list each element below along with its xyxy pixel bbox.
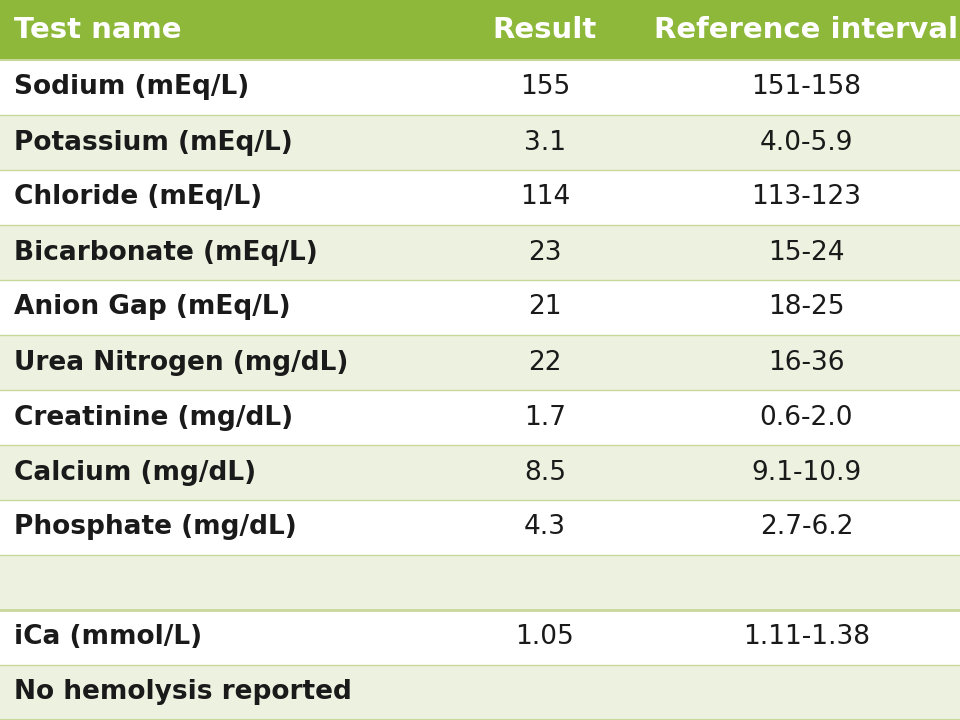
Bar [653, 170, 960, 225]
Bar [653, 335, 960, 390]
Text: 151-158: 151-158 [752, 74, 861, 101]
Text: 114: 114 [519, 184, 570, 210]
Bar [653, 665, 960, 720]
Text: Creatinine (mg/dL): Creatinine (mg/dL) [14, 405, 294, 431]
Bar [653, 225, 960, 280]
Bar [653, 500, 960, 555]
Bar [653, 610, 960, 665]
Text: 4.0-5.9: 4.0-5.9 [759, 130, 853, 156]
Bar [437, 335, 653, 390]
Bar [437, 115, 653, 170]
Text: Result: Result [492, 16, 597, 44]
Text: Potassium (mEq/L): Potassium (mEq/L) [14, 130, 293, 156]
Text: 4.3: 4.3 [524, 515, 565, 541]
Text: 113-123: 113-123 [752, 184, 861, 210]
Text: 8.5: 8.5 [524, 459, 565, 485]
Text: 155: 155 [519, 74, 570, 101]
Text: 3.1: 3.1 [524, 130, 565, 156]
Bar [653, 60, 960, 115]
Bar [653, 445, 960, 500]
Bar [437, 170, 653, 225]
Bar [0, 60, 437, 115]
Bar [0, 225, 437, 280]
Text: 18-25: 18-25 [768, 294, 845, 320]
Bar [437, 445, 653, 500]
Text: 15-24: 15-24 [768, 240, 845, 266]
Bar [0, 0, 437, 60]
Text: 21: 21 [528, 294, 562, 320]
Text: 1.05: 1.05 [516, 624, 574, 650]
Bar [0, 610, 437, 665]
Bar [0, 335, 437, 390]
Text: 22: 22 [528, 349, 562, 376]
Bar [0, 170, 437, 225]
Bar [0, 445, 437, 500]
Text: Calcium (mg/dL): Calcium (mg/dL) [14, 459, 256, 485]
Bar [0, 390, 437, 445]
Text: 23: 23 [528, 240, 562, 266]
Bar [653, 280, 960, 335]
Bar [0, 555, 437, 610]
Text: No hemolysis reported: No hemolysis reported [14, 680, 352, 706]
Text: 1.7: 1.7 [524, 405, 565, 431]
Bar [0, 665, 437, 720]
Bar [437, 390, 653, 445]
Bar [653, 555, 960, 610]
Bar [437, 0, 653, 60]
Text: 0.6-2.0: 0.6-2.0 [759, 405, 853, 431]
Bar [437, 665, 653, 720]
Text: Chloride (mEq/L): Chloride (mEq/L) [14, 184, 262, 210]
Bar [653, 390, 960, 445]
Bar [437, 500, 653, 555]
Bar [437, 610, 653, 665]
Text: Bicarbonate (mEq/L): Bicarbonate (mEq/L) [14, 240, 318, 266]
Text: Test name: Test name [14, 16, 181, 44]
Bar [437, 60, 653, 115]
Text: iCa (mmol/L): iCa (mmol/L) [14, 624, 203, 650]
Text: Phosphate (mg/dL): Phosphate (mg/dL) [14, 515, 298, 541]
Text: 16-36: 16-36 [768, 349, 845, 376]
Bar [437, 280, 653, 335]
Bar [437, 555, 653, 610]
Text: Urea Nitrogen (mg/dL): Urea Nitrogen (mg/dL) [14, 349, 348, 376]
Text: Anion Gap (mEq/L): Anion Gap (mEq/L) [14, 294, 291, 320]
Bar [653, 0, 960, 60]
Text: Reference interval: Reference interval [655, 16, 958, 44]
Text: Sodium (mEq/L): Sodium (mEq/L) [14, 74, 250, 101]
Text: 9.1-10.9: 9.1-10.9 [752, 459, 861, 485]
Bar [0, 280, 437, 335]
Text: 1.11-1.38: 1.11-1.38 [743, 624, 870, 650]
Text: 2.7-6.2: 2.7-6.2 [759, 515, 853, 541]
Bar [0, 500, 437, 555]
Bar [0, 115, 437, 170]
Bar [653, 115, 960, 170]
Bar [437, 225, 653, 280]
